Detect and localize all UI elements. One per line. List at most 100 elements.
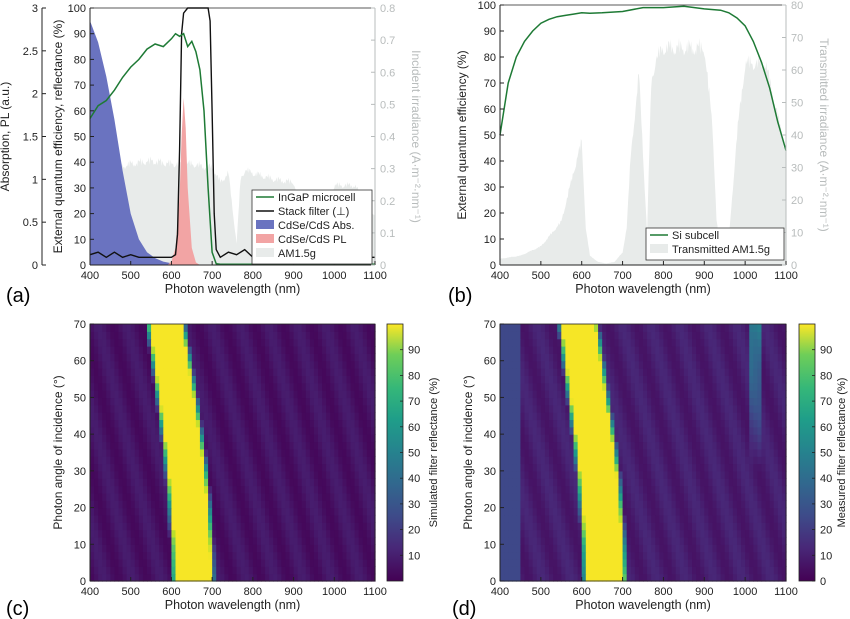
heatmap-cell <box>224 324 230 332</box>
heatmap-cell <box>98 382 103 391</box>
heatmap-cell <box>106 448 111 457</box>
heatmap-cell <box>585 338 591 347</box>
x-tick-label: 700 <box>203 270 221 282</box>
heatmap-cell <box>326 566 331 575</box>
heatmap-cell <box>216 382 221 391</box>
heatmap-cell <box>712 382 718 391</box>
heatmap-cell <box>318 397 323 406</box>
heatmap-cell <box>773 573 779 582</box>
heatmap-cell <box>569 485 575 494</box>
heatmap-cell <box>167 404 173 413</box>
heatmap-cell <box>102 331 107 340</box>
heatmap-cell <box>761 434 767 443</box>
heatmap-cell <box>614 338 620 347</box>
heatmap-cell <box>330 522 335 531</box>
heatmap-cell <box>322 529 327 538</box>
heatmap-cell <box>696 551 701 560</box>
heatmap-cell <box>261 558 266 567</box>
heatmap-cell <box>508 397 513 406</box>
heatmap-cell <box>524 573 530 582</box>
heatmap-cell <box>520 478 526 487</box>
heatmap-cell <box>224 470 230 479</box>
heatmap-cell <box>313 419 319 428</box>
heatmap-cell <box>305 463 311 472</box>
heatmap-cell <box>741 492 746 501</box>
heatmap-cell <box>350 360 356 369</box>
heatmap-cell <box>647 404 652 413</box>
heatmap-cell <box>781 426 787 435</box>
heatmap-cell <box>118 419 124 428</box>
heatmap-cell <box>106 500 111 509</box>
heatmap-cell <box>175 404 181 413</box>
heatmap-cell <box>228 544 234 553</box>
heatmap-cell <box>179 338 185 347</box>
heatmap-cell <box>155 500 160 509</box>
heatmap-cell <box>765 507 771 516</box>
heatmap-cell <box>342 331 348 340</box>
heatmap-cell <box>183 485 189 494</box>
heatmap-cell <box>195 478 201 487</box>
heatmap-cell <box>114 331 120 340</box>
heatmap-cell <box>90 404 95 413</box>
heatmap-cell <box>326 514 331 523</box>
heatmap-cell <box>508 500 513 509</box>
heatmap-cell <box>118 507 124 516</box>
heatmap-cell <box>781 338 787 347</box>
heatmap-cell <box>573 507 579 516</box>
heatmap-cell <box>147 492 152 501</box>
heatmap-cell <box>261 514 266 523</box>
heatmap-cell <box>155 485 160 494</box>
heatmap-cell <box>244 338 250 347</box>
heatmap-cell <box>687 397 693 406</box>
heatmap-cell <box>732 346 738 354</box>
heatmap-cell <box>191 536 197 545</box>
heatmap-cell <box>732 529 738 538</box>
heatmap-cell <box>330 397 335 406</box>
heatmap-cell <box>236 485 242 494</box>
heatmap-cell <box>191 485 197 494</box>
heatmap-cell <box>777 375 783 384</box>
heatmap-cell <box>277 463 282 472</box>
heatmap-cell <box>94 382 99 391</box>
heatmap-cell <box>704 441 709 450</box>
heatmap-cell <box>358 353 364 362</box>
legend-entry: Transmitted AM1.5g <box>672 244 770 256</box>
heatmap-cell <box>151 507 156 516</box>
heatmap-cell <box>147 456 152 465</box>
heatmap-cell <box>256 470 262 479</box>
heatmap-cell <box>134 375 140 384</box>
heatmap-cell <box>106 485 111 494</box>
heatmap-cell <box>265 331 270 340</box>
heatmap-cell <box>142 456 148 465</box>
heatmap-cell <box>232 324 238 332</box>
heatmap-cell <box>777 382 783 391</box>
heatmap-cell <box>671 507 677 516</box>
heatmap-cell <box>769 558 775 567</box>
y-tick-label: 20 <box>74 209 86 221</box>
heatmap-cell <box>322 390 327 399</box>
heatmap-cell <box>520 331 526 340</box>
heatmap-cell <box>281 397 287 406</box>
heatmap-cell <box>532 426 538 435</box>
panel-label-b: (b) <box>448 285 472 307</box>
heatmap-cell <box>228 478 234 487</box>
heatmap-cell <box>614 470 620 479</box>
heatmap-cell <box>183 353 189 362</box>
heatmap-cell <box>716 492 722 501</box>
heatmap-cell <box>553 426 558 435</box>
heatmap-cell <box>704 412 709 421</box>
heatmap-cell <box>577 536 583 545</box>
heatmap-cell <box>232 485 238 494</box>
heatmap-cell <box>516 397 522 406</box>
heatmap-cell <box>346 522 352 531</box>
heatmap-cell <box>544 536 550 545</box>
heatmap-cell <box>659 448 665 457</box>
heatmap-cell <box>318 500 323 509</box>
heatmap-cell <box>769 551 775 560</box>
heatmap-cell <box>683 375 689 384</box>
heatmap-cell <box>614 544 620 553</box>
heatmap-cell <box>285 434 291 443</box>
heatmap-cell <box>224 463 230 472</box>
heatmap-cell <box>106 382 111 391</box>
heatmap-cell <box>651 390 656 399</box>
